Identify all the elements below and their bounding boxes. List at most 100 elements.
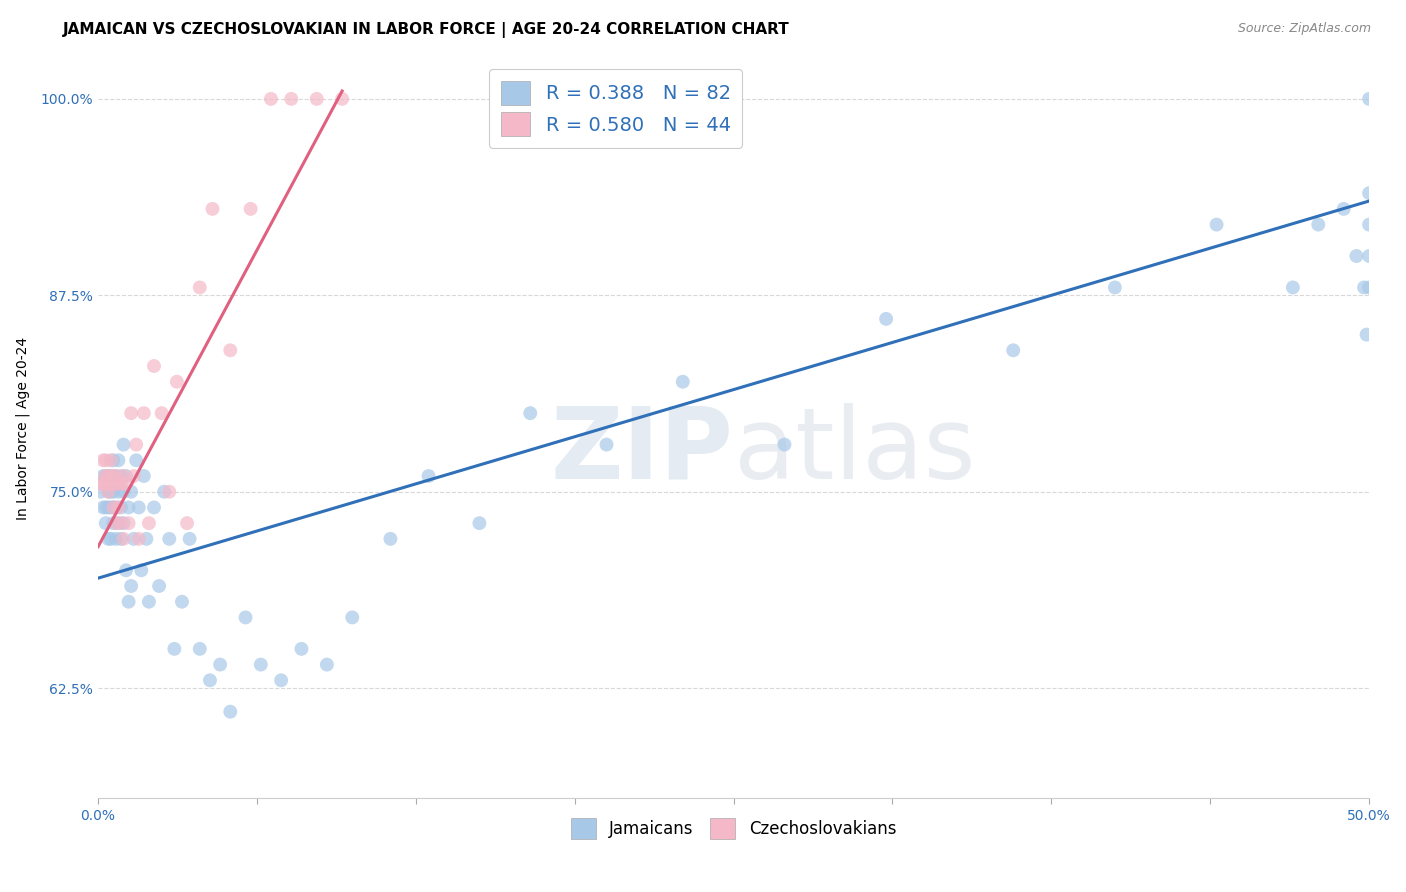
Point	[148, 579, 170, 593]
Point	[104, 516, 127, 530]
Point	[97, 476, 120, 491]
Point	[107, 500, 129, 515]
Point	[117, 595, 139, 609]
Text: atlas: atlas	[734, 402, 976, 500]
Point	[143, 359, 166, 373]
Point	[249, 657, 271, 672]
Point	[110, 516, 132, 530]
Point	[138, 595, 160, 609]
Point	[100, 476, 122, 491]
Point	[97, 484, 120, 499]
Y-axis label: In Labor Force | Age 20-24: In Labor Force | Age 20-24	[15, 337, 30, 520]
Point	[115, 469, 138, 483]
Point	[170, 595, 193, 609]
Point	[280, 92, 302, 106]
Point	[1308, 218, 1330, 232]
Point	[672, 375, 695, 389]
Point	[1205, 218, 1227, 232]
Point	[120, 406, 142, 420]
Point	[131, 563, 153, 577]
Point	[1355, 327, 1378, 342]
Point	[128, 532, 150, 546]
Point	[132, 469, 155, 483]
Point	[418, 469, 440, 483]
Point	[315, 657, 337, 672]
Point	[94, 476, 117, 491]
Point	[91, 469, 114, 483]
Point	[519, 406, 541, 420]
Point	[112, 532, 135, 546]
Point	[239, 202, 262, 216]
Point	[342, 610, 364, 624]
Point	[125, 437, 148, 451]
Point	[103, 500, 125, 515]
Point	[773, 437, 796, 451]
Point	[120, 579, 142, 593]
Point	[104, 532, 127, 546]
Point	[157, 532, 180, 546]
Point	[128, 500, 150, 515]
Point	[100, 500, 122, 515]
Point	[290, 641, 312, 656]
Point	[135, 532, 157, 546]
Point	[201, 202, 224, 216]
Point	[91, 500, 114, 515]
Point	[104, 469, 127, 483]
Point	[188, 280, 211, 294]
Point	[104, 500, 127, 515]
Point	[103, 476, 125, 491]
Point	[94, 516, 117, 530]
Point	[468, 516, 491, 530]
Point	[117, 516, 139, 530]
Point	[875, 311, 897, 326]
Point	[330, 92, 353, 106]
Point	[110, 500, 132, 515]
Point	[176, 516, 198, 530]
Point	[1104, 280, 1126, 294]
Point	[163, 641, 186, 656]
Point	[100, 484, 122, 499]
Point	[107, 516, 129, 530]
Point	[1002, 343, 1025, 358]
Point	[198, 673, 221, 688]
Point	[112, 469, 135, 483]
Point	[97, 500, 120, 515]
Point	[112, 484, 135, 499]
Point	[100, 469, 122, 483]
Point	[188, 641, 211, 656]
Point	[103, 500, 125, 515]
Point	[209, 657, 232, 672]
Point	[125, 453, 148, 467]
Point	[235, 610, 257, 624]
Point	[112, 516, 135, 530]
Point	[112, 437, 135, 451]
Point	[104, 469, 127, 483]
Point	[94, 469, 117, 483]
Point	[138, 516, 160, 530]
Point	[1358, 280, 1381, 294]
Point	[153, 484, 176, 499]
Point	[94, 453, 117, 467]
Point	[115, 476, 138, 491]
Point	[107, 453, 129, 467]
Point	[91, 476, 114, 491]
Point	[1358, 218, 1381, 232]
Point	[110, 476, 132, 491]
Point	[1333, 202, 1355, 216]
Point	[166, 375, 188, 389]
Point	[107, 476, 129, 491]
Point	[179, 532, 201, 546]
Point	[103, 453, 125, 467]
Point	[1358, 92, 1381, 106]
Point	[122, 532, 145, 546]
Text: JAMAICAN VS CZECHOSLOVAKIAN IN LABOR FORCE | AGE 20-24 CORRELATION CHART: JAMAICAN VS CZECHOSLOVAKIAN IN LABOR FOR…	[63, 22, 790, 38]
Point	[110, 532, 132, 546]
Point	[110, 469, 132, 483]
Point	[260, 92, 283, 106]
Point	[94, 500, 117, 515]
Point	[1282, 280, 1305, 294]
Point	[103, 484, 125, 499]
Point	[115, 563, 138, 577]
Point	[100, 476, 122, 491]
Point	[97, 469, 120, 483]
